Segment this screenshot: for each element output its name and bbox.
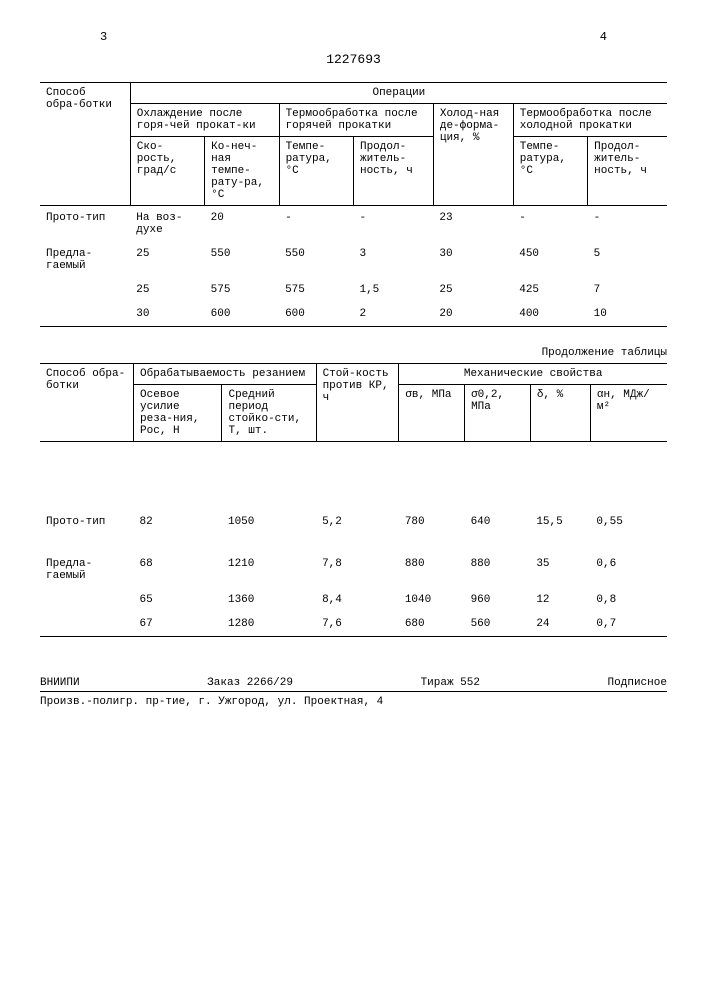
document-number: 1227693 [40,52,667,67]
t1-r3-c5: 20 [433,302,513,327]
t2-r0-c3: 5,2 [316,510,399,534]
footer-sub: Подписное [608,677,667,689]
h-thermo-cold: Термообработка после холодной прокатки [513,104,667,137]
t1-r1-c5: 30 [433,242,513,278]
t1-r1-c7: 5 [588,242,667,278]
t2-r1-c2: 1210 [222,552,316,588]
t1-r2-c4: 1,5 [353,278,433,302]
t1-r1-c3: 550 [279,242,353,278]
t2-r0-c4: 780 [399,510,465,534]
t1-r2-c5: 25 [433,278,513,302]
t2-r2-c4: 1040 [399,588,465,612]
col-method: Способ обра-ботки [40,83,130,206]
t2-r2-c1: 65 [134,588,222,612]
t2-r1-c6: 35 [530,552,590,588]
continuation-label: Продолжение таблицы [40,347,667,359]
t2-r1-c5: 880 [465,552,531,588]
t2-r3-c2: 1280 [222,612,316,637]
t1-r0-c2: 20 [205,206,279,243]
t1-r3-c6: 400 [513,302,587,327]
t1-r2-m [40,278,130,302]
t1-r1-c2: 550 [205,242,279,278]
sh-final-temp: Ко-неч-ная темпе-рату-ра, °C [205,137,279,206]
t1-r0-c1: На воз-духе [130,206,204,243]
t2-r3-c6: 24 [530,612,590,637]
t2-r0-c1: 82 [134,510,222,534]
t2-r1-c1: 68 [134,552,222,588]
t1-r3-c3: 600 [279,302,353,327]
sh-temp2: Темпе-ратура, °C [279,137,353,206]
t1-r0-c7: - [588,206,667,243]
t2-r0-c7: 0,55 [590,510,667,534]
t2-r3-c7: 0,7 [590,612,667,637]
t2-r2-c6: 12 [530,588,590,612]
t2-r2-c5: 960 [465,588,531,612]
t1-r1-c6: 450 [513,242,587,278]
t2-r1-c4: 880 [399,552,465,588]
t2-r2-m [40,588,134,612]
t1-r0-c6: - [513,206,587,243]
t2-r3-c1: 67 [134,612,222,637]
t1-r3-c7: 10 [588,302,667,327]
sh-dur4: Продол-житель-ность, ч [588,137,667,206]
footer-org: ВНИИПИ [40,677,80,689]
t2-r1-c7: 0,6 [590,552,667,588]
t1-r2-c2: 575 [205,278,279,302]
footer: ВНИИПИ Заказ 2266/29 Тираж 552 Подписное… [40,677,667,708]
t2-r1-m: Предла-гаемый [40,552,134,588]
properties-table: Способ обра-ботки Обрабатываемость резан… [40,363,667,637]
page-right: 4 [600,30,607,44]
t1-r0-c5: 23 [433,206,513,243]
t2-r3-c3: 7,6 [316,612,399,637]
t1-r2-c3: 575 [279,278,353,302]
t1-r1-c1: 25 [130,242,204,278]
col-operations: Операции [130,83,667,104]
footer-address: Произв.-полигр. пр-тие, г. Ужгород, ул. … [40,696,667,708]
t1-r2-c7: 7 [588,278,667,302]
t2-r2-c7: 0,8 [590,588,667,612]
t2-sh-axial: Осевое усилие реза-ния, Pос, Н [134,385,222,442]
t1-r1-m: Предла-гаемый [40,242,130,278]
t2-h-kr: Стой-кость против КР, ч [316,364,399,442]
t2-r3-m [40,612,134,637]
sh-temp4: Темпе-ратура, °C [513,137,587,206]
h-cooling: Охлаждение после горя-чей прокат-ки [130,104,279,137]
t2-r0-c5: 640 [465,510,531,534]
footer-order: Заказ 2266/29 [207,677,293,689]
t2-r0-c6: 15,5 [530,510,590,534]
t1-r3-c1: 30 [130,302,204,327]
operations-table: Способ обра-ботки Операции Охлаждение по… [40,82,667,327]
t1-r0-m: Прото-тип [40,206,130,243]
t2-r0-c2: 1050 [222,510,316,534]
t1-r1-c4: 3 [353,242,433,278]
t1-r2-c6: 425 [513,278,587,302]
t2-sh-alpha: αн, МДж/м² [590,385,667,442]
t2-r3-c4: 680 [399,612,465,637]
t1-r3-c2: 600 [205,302,279,327]
t2-col-method: Способ обра-ботки [40,364,134,442]
t2-r1-c3: 7,8 [316,552,399,588]
t1-r3-m [40,302,130,327]
t2-h-mech: Механические свойства [399,364,667,385]
t1-r0-c3: - [279,206,353,243]
t2-r2-c3: 8,4 [316,588,399,612]
t2-h-mach: Обрабатываемость резанием [134,364,317,385]
t1-r3-c4: 2 [353,302,433,327]
t2-r0-m: Прото-тип [40,510,134,534]
t1-r2-c1: 25 [130,278,204,302]
t2-sh-delta: δ, % [530,385,590,442]
t2-r3-c5: 560 [465,612,531,637]
h-cold-deform: Холод-ная де-форма-ция, % [433,104,513,206]
h-thermo-hot: Термообработка после горячей прокатки [279,104,433,137]
sh-dur2: Продол-житель-ность, ч [353,137,433,206]
footer-tirage: Тираж 552 [421,677,480,689]
t2-sh-sig02: σ0,2, МПа [465,385,531,442]
sh-speed: Ско-рость, град/с [130,137,204,206]
t1-r0-c4: - [353,206,433,243]
t2-sh-period: Средний период стойко-сти, T, шт. [222,385,316,442]
t2-sh-sigv: σв, МПа [399,385,465,442]
t2-r2-c2: 1360 [222,588,316,612]
page-left: 3 [100,30,107,44]
